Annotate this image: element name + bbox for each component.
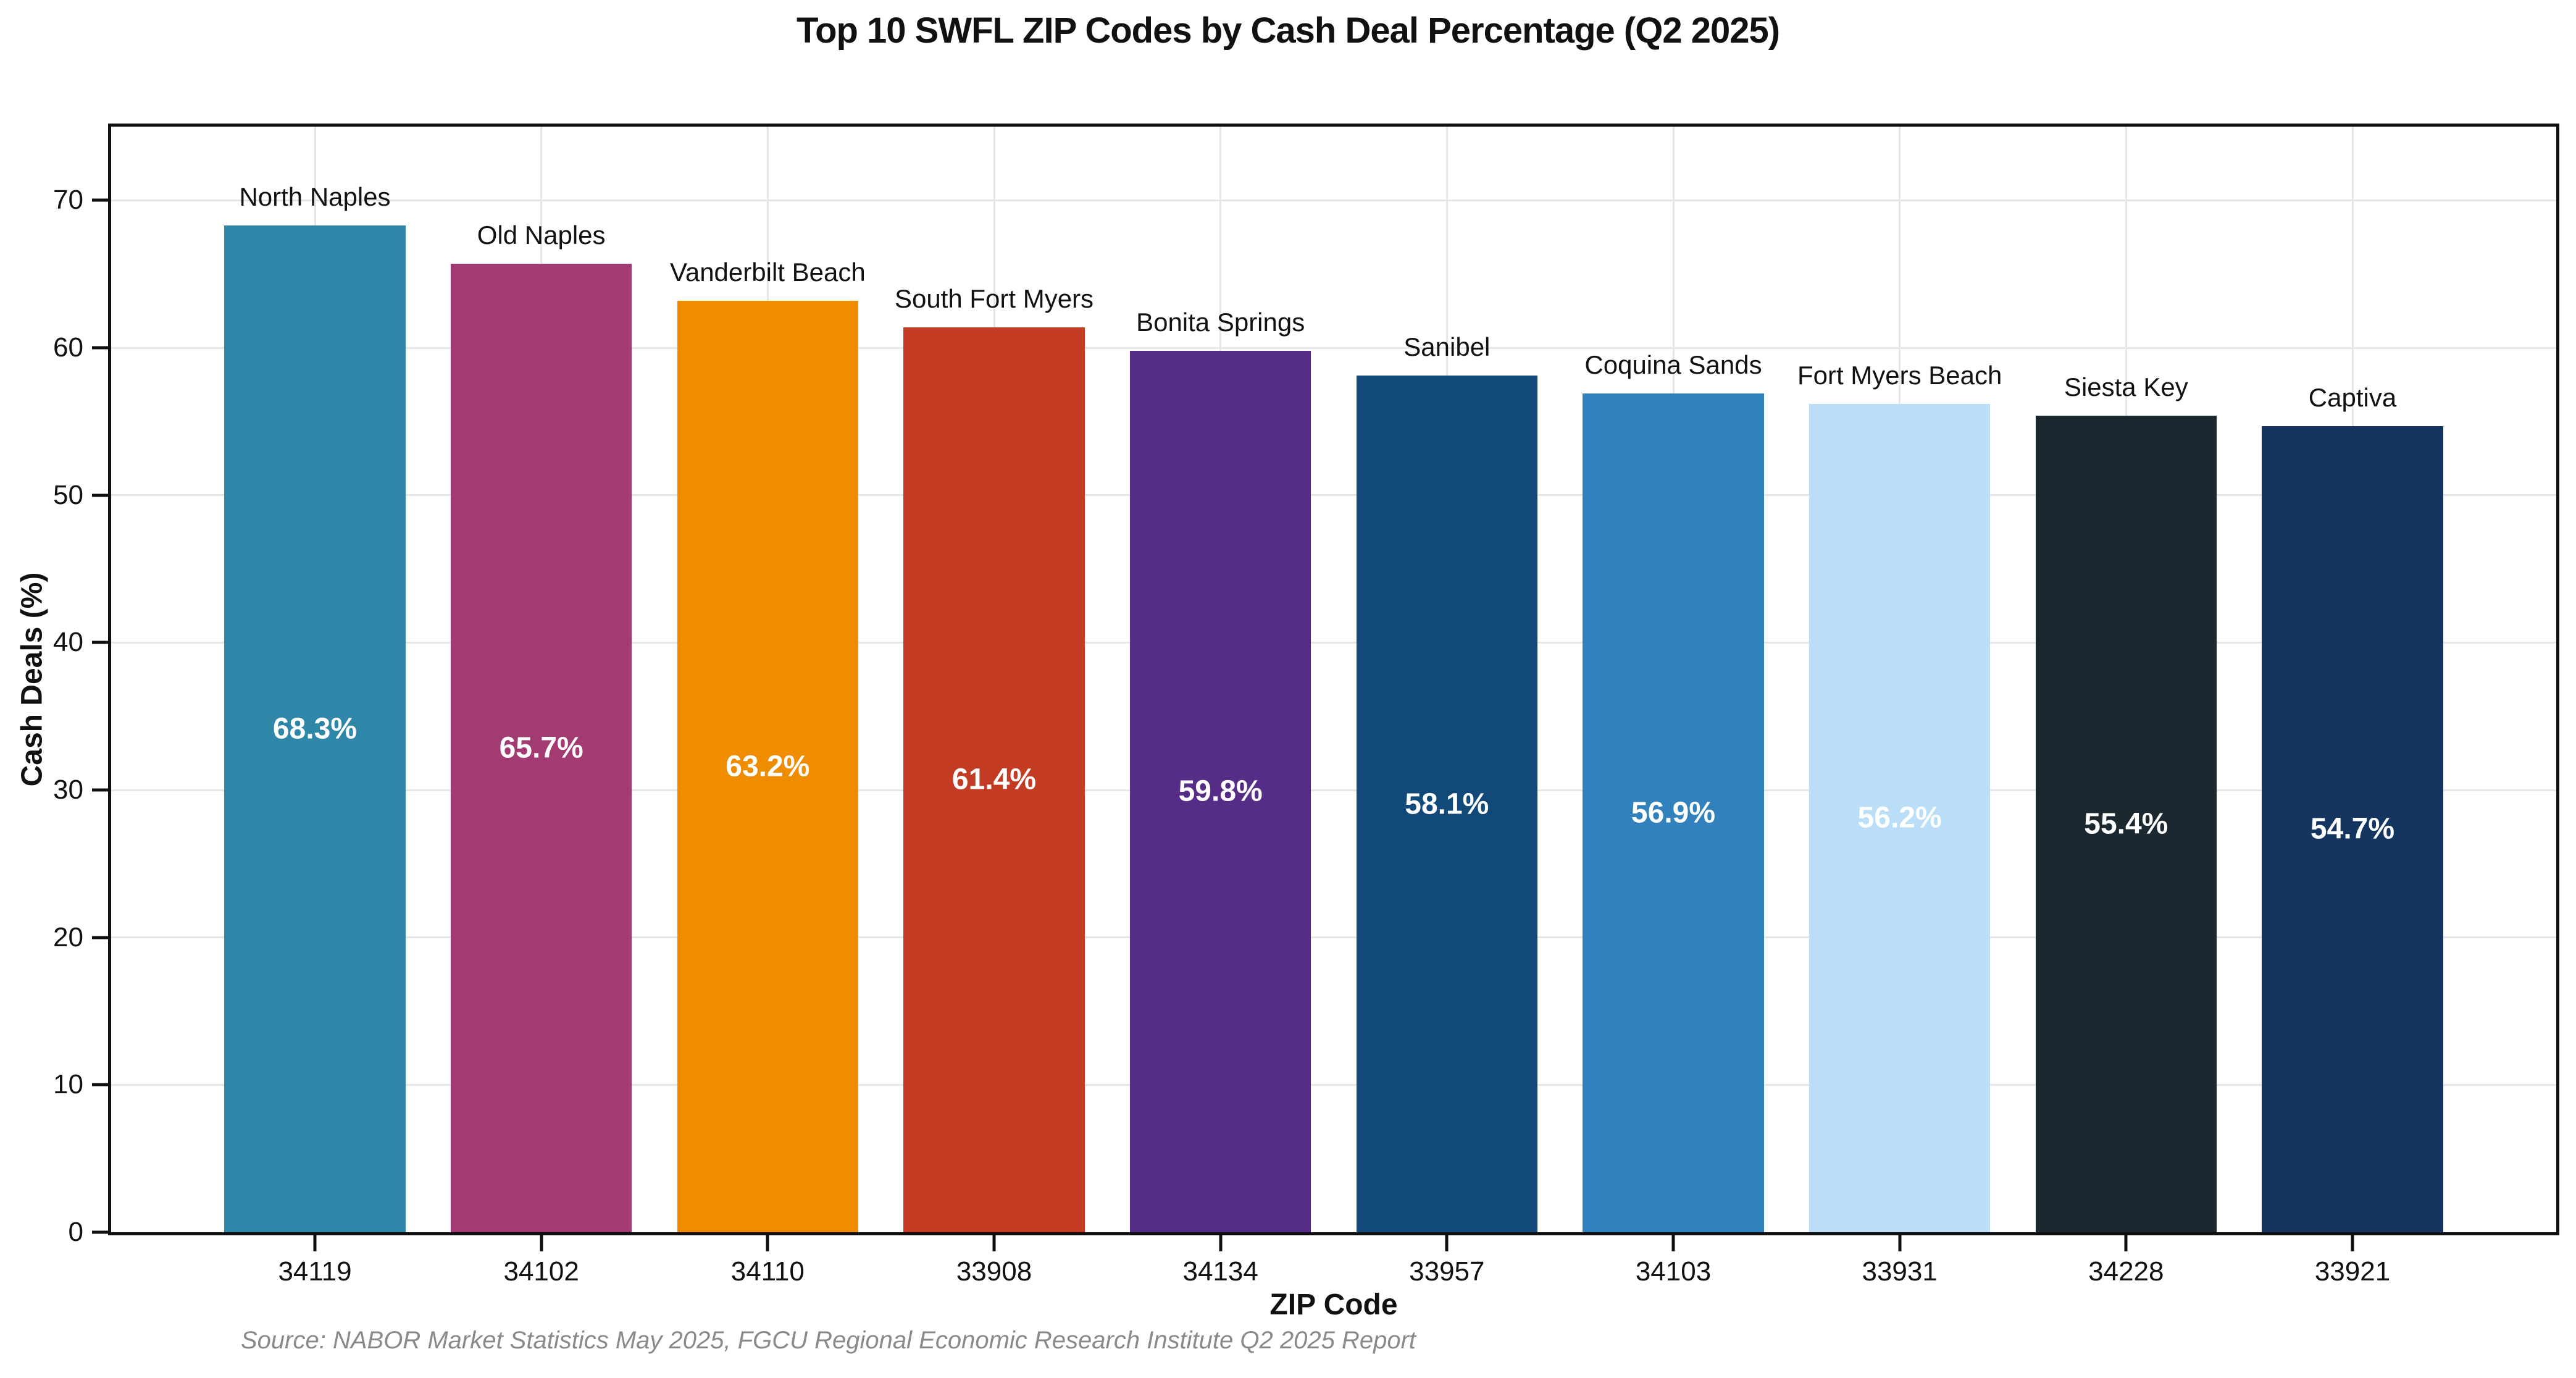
bar-area-label: Vanderbilt Beach — [669, 257, 866, 287]
chart-title: Top 10 SWFL ZIP Codes by Cash Deal Perce… — [796, 11, 1780, 51]
bar-value-label: 55.4% — [2084, 807, 2168, 841]
x-tick-label: 34110 — [730, 1256, 805, 1287]
y-tick-label: 40 — [53, 627, 83, 658]
bar-34102: 65.7% — [451, 263, 632, 1232]
bar-value-label: 56.2% — [1857, 801, 1942, 834]
gridline-horizontal — [111, 936, 2556, 939]
bar-area-label: Captiva — [2308, 382, 2397, 412]
x-tick-mark — [2124, 1235, 2128, 1251]
bar-area-label: South Fort Myers — [894, 284, 1094, 313]
bar-33921: 54.7% — [2262, 426, 2443, 1232]
bar-33908: 61.4% — [903, 327, 1085, 1232]
bar-value-label: 58.1% — [1405, 788, 1489, 821]
x-tick-label: 33957 — [1409, 1256, 1485, 1287]
y-tick-mark — [92, 788, 108, 792]
x-tick-label: 33931 — [1862, 1256, 1938, 1287]
y-tick-label: 50 — [53, 479, 83, 510]
y-tick-mark — [92, 198, 108, 202]
bar-34119: 68.3% — [224, 225, 406, 1232]
bar-value-label: 65.7% — [499, 731, 583, 765]
source-note: Source: NABOR Market Statistics May 2025… — [241, 1327, 1416, 1354]
bar-value-label: 68.3% — [272, 712, 358, 746]
x-tick-mark — [313, 1235, 317, 1251]
bar-value-label: 61.4% — [951, 763, 1037, 796]
bar-area-label: North Naples — [239, 182, 391, 211]
bar-34110: 63.2% — [677, 300, 858, 1232]
bar-area-label: Bonita Springs — [1136, 307, 1305, 337]
y-tick-label: 20 — [53, 922, 83, 952]
x-tick-mark — [2351, 1235, 2354, 1251]
x-tick-label: 34134 — [1182, 1256, 1258, 1287]
x-tick-mark — [1219, 1235, 1223, 1251]
y-tick-mark — [92, 936, 108, 939]
bar-33957: 58.1% — [1356, 376, 1537, 1232]
y-axis-label: Cash Deals (%) — [15, 572, 49, 787]
y-tick-mark — [92, 346, 108, 350]
bar-34228: 55.4% — [2035, 415, 2217, 1232]
bar-value-label: 59.8% — [1178, 775, 1263, 808]
gridline-horizontal — [111, 789, 2556, 791]
x-tick-label: 34228 — [2088, 1256, 2164, 1287]
bar-area-label: Siesta Key — [2064, 372, 2188, 401]
y-tick-label: 30 — [53, 775, 83, 805]
bar-value-label: 63.2% — [726, 750, 810, 783]
x-tick-mark — [766, 1235, 769, 1251]
gridline-horizontal — [111, 347, 2556, 349]
bar-area-label: Old Naples — [477, 220, 606, 250]
x-tick-label: 34103 — [1635, 1256, 1712, 1287]
x-tick-mark — [1445, 1235, 1449, 1251]
bar-34134: 59.8% — [1130, 350, 1311, 1232]
plot-area: 68.3% North Naples 65.7% Old Naples 63.2% Van… — [108, 124, 2559, 1235]
x-tick-label: 34119 — [278, 1256, 352, 1287]
gridline-horizontal — [111, 1083, 2556, 1086]
y-tick-label: 10 — [53, 1069, 83, 1100]
x-tick-mark — [1671, 1235, 1675, 1251]
x-tick-label: 33921 — [2314, 1256, 2391, 1287]
x-axis-label: ZIP Code — [1269, 1288, 1398, 1321]
y-tick-mark — [92, 1230, 108, 1234]
x-tick-mark — [992, 1235, 996, 1251]
y-tick-label: 60 — [53, 332, 83, 363]
x-tick-mark — [1898, 1235, 1902, 1251]
x-tick-label: 33908 — [956, 1256, 1032, 1287]
gridline-horizontal — [111, 494, 2556, 497]
y-tick-mark — [92, 641, 108, 644]
bar-33931: 56.2% — [1809, 403, 1991, 1232]
bar-area-label: Fort Myers Beach — [1797, 360, 2002, 390]
gridline-horizontal — [111, 641, 2556, 644]
bar-34103: 56.9% — [1583, 393, 1764, 1232]
bar-layer: 68.3% North Naples 65.7% Old Naples 63.2% Van… — [111, 127, 2556, 1232]
x-tick-label: 34102 — [503, 1256, 579, 1287]
y-tick-mark — [92, 1083, 108, 1086]
y-tick-label: 0 — [68, 1217, 83, 1247]
bar-value-label: 54.7% — [2310, 812, 2395, 846]
bar-area-label: Coquina Sands — [1584, 350, 1762, 379]
x-tick-mark — [540, 1235, 543, 1251]
y-tick-label: 70 — [53, 185, 83, 216]
gridline-horizontal — [111, 199, 2556, 201]
y-tick-mark — [92, 494, 108, 497]
bar-value-label: 56.9% — [1631, 796, 1716, 830]
bar-area-label: Sanibel — [1403, 332, 1491, 362]
